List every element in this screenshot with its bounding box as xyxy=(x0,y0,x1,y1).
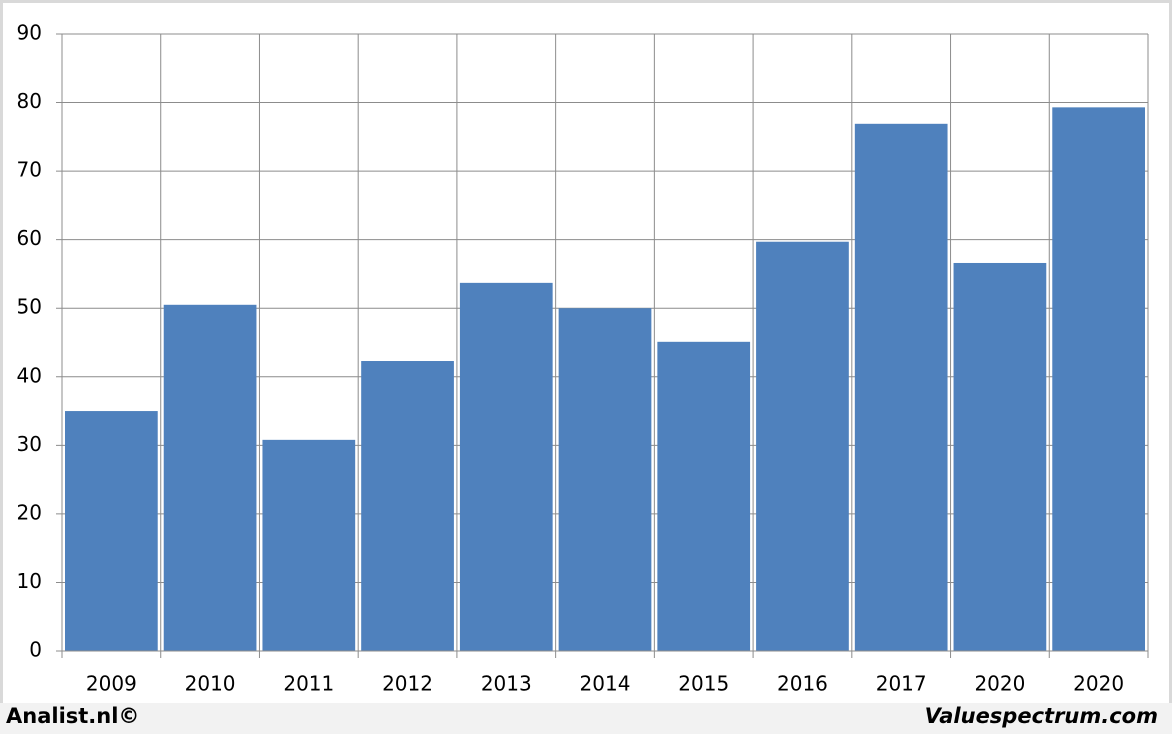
y-tick-label: 80 xyxy=(17,89,42,113)
y-tick-label: 40 xyxy=(17,363,42,387)
y-tick-label: 50 xyxy=(17,295,42,319)
footer-bar xyxy=(0,703,1172,734)
bar xyxy=(459,282,553,651)
bar xyxy=(558,308,652,651)
x-tick-label: 2020 xyxy=(974,672,1025,696)
y-tick-label: 20 xyxy=(17,500,42,524)
bar xyxy=(1052,107,1145,652)
bar xyxy=(262,439,356,651)
y-tick-label: 30 xyxy=(17,432,42,456)
x-tick-label: 2016 xyxy=(777,672,828,696)
bar xyxy=(657,341,751,651)
bar xyxy=(361,361,454,651)
x-tick-label: 2011 xyxy=(283,672,334,696)
x-tick-label: 2014 xyxy=(580,672,631,696)
footer-right: Valuespectrum.com xyxy=(925,704,1158,728)
x-tick-label: 2017 xyxy=(876,672,927,696)
y-tick-label: 70 xyxy=(17,158,42,182)
bar xyxy=(854,123,948,651)
x-tick-label: 2012 xyxy=(382,672,433,696)
y-tick-label: 0 xyxy=(29,638,42,662)
bar xyxy=(65,411,158,651)
x-tick-label: 2010 xyxy=(185,672,236,696)
bar xyxy=(756,241,849,651)
bar xyxy=(163,304,257,651)
x-tick-label: 2013 xyxy=(481,672,532,696)
x-tick-label: 2015 xyxy=(678,672,729,696)
x-tick-label: 2009 xyxy=(86,672,137,696)
bar xyxy=(953,262,1047,651)
x-tick-label: 2020 xyxy=(1073,672,1124,696)
y-tick-label: 90 xyxy=(17,21,42,45)
footer-left: Analist.nl© xyxy=(6,704,139,728)
y-tick-label: 60 xyxy=(17,226,42,250)
y-tick-label: 10 xyxy=(17,569,42,593)
